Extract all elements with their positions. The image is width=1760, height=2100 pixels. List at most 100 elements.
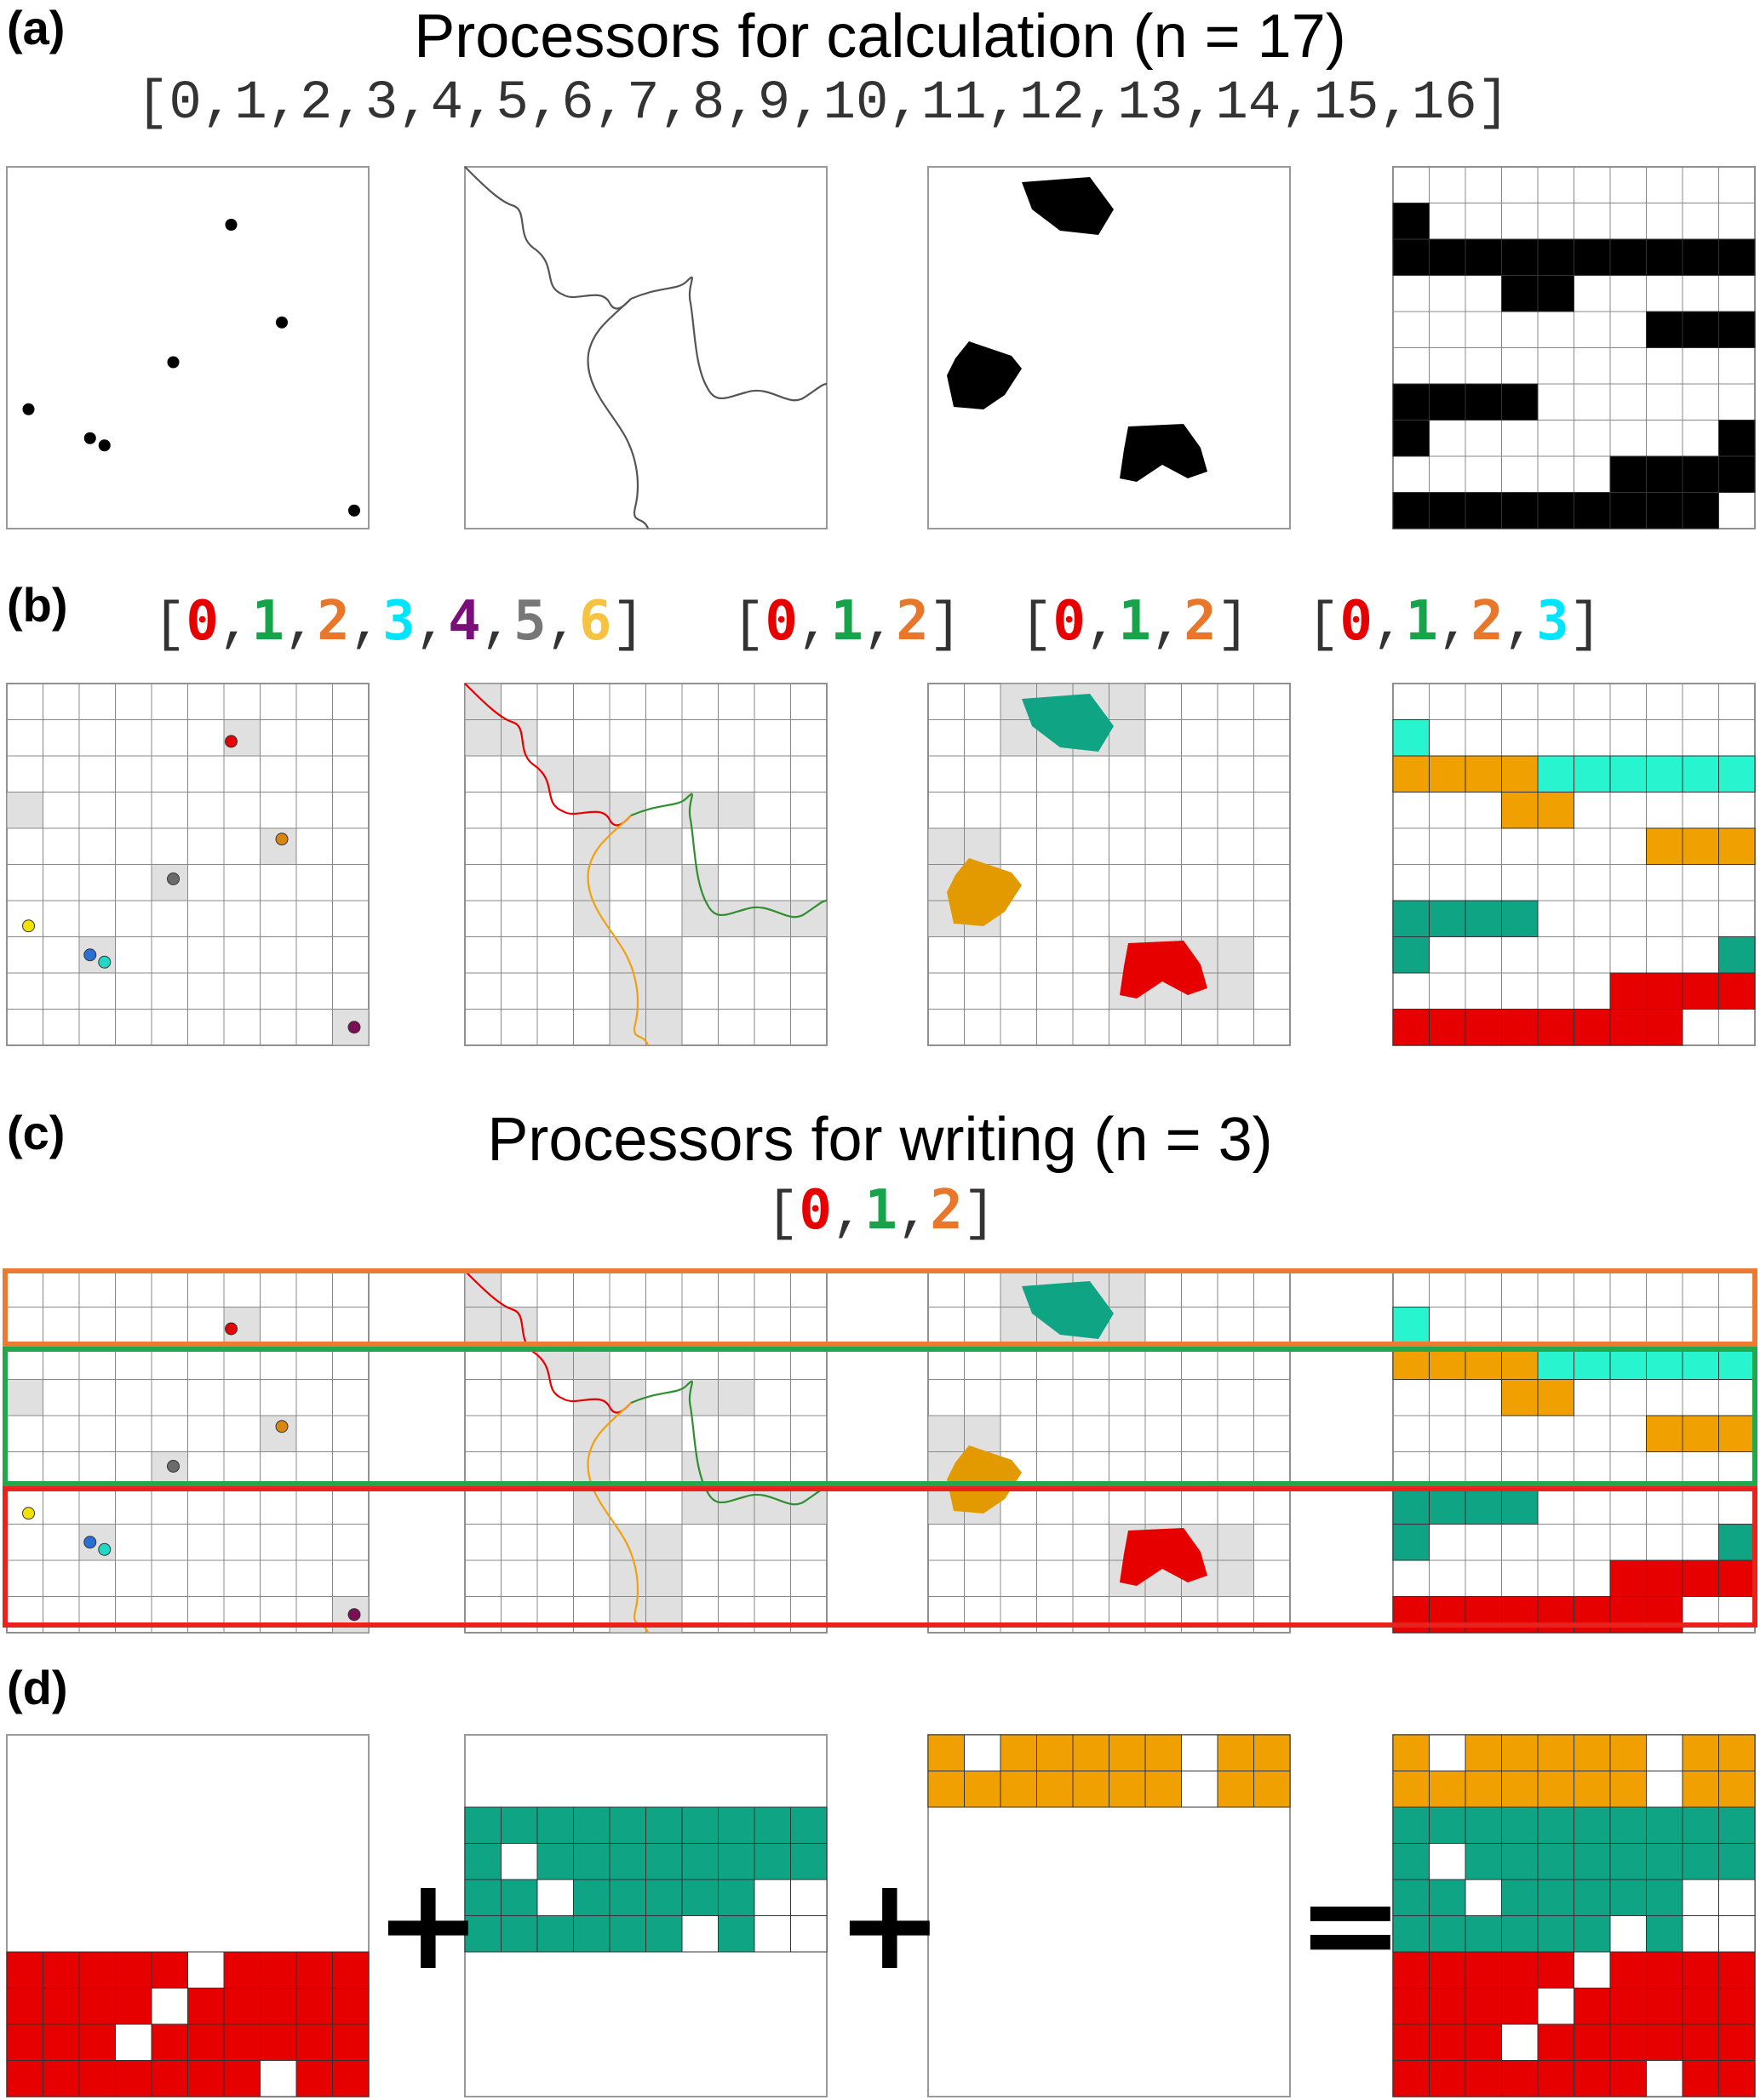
merge-orange-cell-empty <box>1181 1771 1218 1808</box>
merge-orange-cell <box>1109 1734 1146 1771</box>
merge-green-cell <box>464 1915 502 1953</box>
merge-result-green-cell <box>1574 1915 1611 1953</box>
highlight-cell <box>7 792 43 828</box>
highlight-cell <box>465 1307 502 1343</box>
merge-orange-cell <box>1253 1734 1291 1771</box>
merge-result-red-cell <box>1465 1951 1502 1988</box>
merge-green-cell-empty <box>790 1915 828 1953</box>
merge-orange-cell <box>964 1771 1001 1808</box>
highlight-cell <box>1000 719 1037 756</box>
raster-cell <box>1537 755 1574 793</box>
raster-cell <box>1392 492 1430 529</box>
highlight-cell <box>573 1488 610 1525</box>
raster-cell <box>1537 1379 1574 1416</box>
point-mark <box>98 955 112 969</box>
merge-green-cell-empty <box>754 1879 791 1916</box>
polygon-mark-proc-2 <box>947 1445 1022 1513</box>
raster-cell <box>1429 1009 1466 1046</box>
merge-red-cell-empty <box>115 2023 152 2061</box>
point-mark <box>22 919 35 933</box>
merge-result-green-cell <box>1609 1806 1647 1844</box>
merge-red-cell <box>295 2023 333 2061</box>
highlight-cell <box>610 828 646 865</box>
raster-cell <box>1537 275 1574 312</box>
merge-result-red-cell <box>1609 1988 1647 2025</box>
point-mark <box>348 504 360 517</box>
raster-cell <box>1429 900 1466 937</box>
merge-result-green-cell <box>1429 1879 1466 1916</box>
point-mark <box>98 1542 112 1556</box>
merge-result-green-cell <box>1646 1879 1683 1916</box>
merge-result-orange-cell <box>1429 1771 1466 1808</box>
merge-green-cell <box>609 1843 646 1880</box>
merge-orange-cell <box>1217 1734 1254 1771</box>
panel-b-label: (b) <box>7 578 68 632</box>
panel-b-list-0-index: 4 <box>448 590 481 653</box>
raster-cell <box>1465 1487 1502 1525</box>
merge-result-green-cell <box>1537 1915 1574 1953</box>
panel-a-label: (a) <box>7 1 66 54</box>
merge-green-cell <box>754 1843 791 1880</box>
highlight-cell <box>465 719 502 756</box>
raster-cell <box>1646 972 1683 1010</box>
merge-result-red-cell <box>1718 2023 1756 2061</box>
merge-red-cell <box>78 2060 116 2097</box>
polygon-mark <box>947 341 1022 409</box>
merge-red-cell <box>78 1951 116 1988</box>
merge-result-green-cell <box>1537 1879 1574 1916</box>
highlight-cell <box>682 1488 719 1525</box>
raster-cell <box>1465 238 1502 276</box>
raster-cell <box>1609 238 1647 276</box>
river-line-proc-2 <box>587 815 650 1046</box>
river-line <box>630 276 828 402</box>
raster-cell <box>1718 420 1756 457</box>
merge-red-cell <box>260 1951 297 1988</box>
merge-result-red-cell <box>1465 1988 1502 2025</box>
panel-b-list-0-index: 0 <box>186 590 219 653</box>
raster-cell <box>1465 755 1502 793</box>
raster-cell <box>1392 1487 1430 1525</box>
point-mark <box>347 1021 361 1034</box>
merge-red-cell <box>151 1951 188 1988</box>
merge-result-red-cell <box>1682 2060 1719 2097</box>
merge-orange-cell-empty <box>964 1734 1001 1771</box>
raster-cell <box>1501 1009 1539 1046</box>
point-mark <box>22 403 35 415</box>
merge-result-red-cell <box>1574 2060 1611 2097</box>
raster-cell <box>1718 972 1756 1010</box>
point-mark <box>22 1507 35 1520</box>
merge-result-red-cell <box>1501 2060 1539 2097</box>
raster-cell <box>1392 755 1430 793</box>
highlight-cell <box>718 901 754 937</box>
merge-result-red-cell <box>1429 1951 1466 1988</box>
highlight-cell <box>610 1524 646 1560</box>
point-mark <box>167 1460 180 1473</box>
merge-green-cell <box>536 1843 574 1880</box>
highlight-cell <box>1109 1307 1145 1343</box>
merge-result-green-cell <box>1465 1806 1502 1844</box>
merge-result-red-cell <box>1646 2023 1683 2061</box>
highlight-cell <box>682 792 719 828</box>
highlight-cell <box>718 792 754 828</box>
merge-result-green-cell <box>1501 1806 1539 1844</box>
merge-green-cell <box>573 1806 611 1844</box>
highlight-cell <box>645 1416 682 1452</box>
point-mark <box>225 219 238 231</box>
panel-b-list-2-index: 2 <box>1184 590 1217 653</box>
raster-cell <box>1646 1009 1683 1046</box>
merge-result-orange-cell <box>1682 1771 1719 1808</box>
merge-green-cell <box>609 1879 646 1916</box>
merge-result-orange-cell <box>1718 1734 1756 1771</box>
merge-red-cell <box>332 1951 370 1988</box>
merge-result-red-cell-empty <box>1574 1951 1611 1988</box>
merge-result-green-cell <box>1646 1806 1683 1844</box>
merge-result-red-cell <box>1682 1951 1719 1988</box>
merge-result-red-cell <box>1429 1988 1466 2025</box>
merge-result-green-cell <box>1501 1915 1539 1953</box>
merge-red-cell <box>115 1988 152 2025</box>
write-box-proc-2 <box>3 1268 1757 1347</box>
panel-b-list-1-index: 1 <box>830 590 863 653</box>
point-mark <box>225 1322 238 1336</box>
raster-cell <box>1682 455 1719 493</box>
merge-result-red-cell <box>1392 2060 1430 2097</box>
